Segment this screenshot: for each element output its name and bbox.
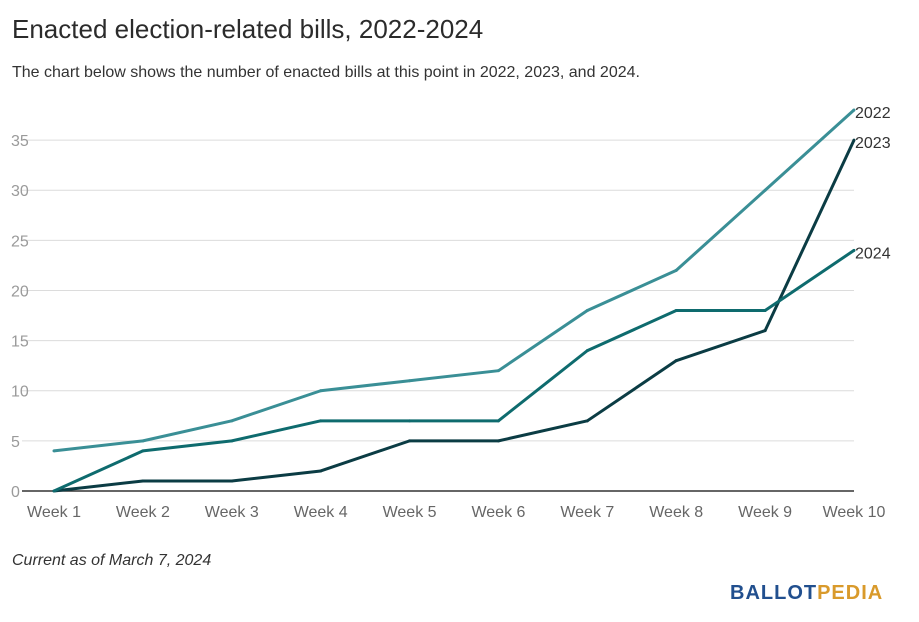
series-labels: 2022 2023 2024 xyxy=(855,105,891,262)
y-tick-label: 10 xyxy=(11,384,29,401)
data-point-2022 xyxy=(52,449,56,453)
series-label-2023: 2023 xyxy=(855,135,891,152)
data-point-2024 xyxy=(496,419,500,423)
data-point-2024 xyxy=(763,309,767,313)
x-axis-ticks: Week 1 Week 2 Week 3 Week 4 Week 5 Week 6 Week… xyxy=(27,504,886,521)
data-point-2024 xyxy=(674,309,678,313)
x-tick-label: Week 7 xyxy=(560,504,614,521)
x-tick-label: Week 9 xyxy=(738,504,792,521)
x-tick-label: Week 6 xyxy=(471,504,525,521)
series-line-2022 xyxy=(53,108,856,453)
data-point-2023 xyxy=(585,419,589,423)
data-point-2023 xyxy=(141,479,145,483)
y-tick-label: 0 xyxy=(11,484,20,501)
x-tick-label: Week 2 xyxy=(116,504,170,521)
x-tick-label: Week 8 xyxy=(649,504,703,521)
data-point-2024 xyxy=(408,419,412,423)
data-point-2024 xyxy=(230,439,234,443)
data-point-2022 xyxy=(496,369,500,373)
data-point-2023 xyxy=(230,479,234,483)
data-point-2023 xyxy=(496,439,500,443)
footnote: Current as of March 7, 2024 xyxy=(12,552,212,569)
logo-part-ballot: BALLOT xyxy=(730,582,818,604)
data-point-2023 xyxy=(408,439,412,443)
data-point-2024 xyxy=(52,489,56,493)
data-point-2022 xyxy=(585,309,589,313)
x-tick-label: Week 1 xyxy=(27,504,81,521)
y-tick-label: 35 xyxy=(11,133,29,150)
data-point-2022 xyxy=(141,439,145,443)
chart-subtitle: The chart below shows the number of enac… xyxy=(12,64,640,81)
y-tick-label: 30 xyxy=(11,183,29,200)
y-tick-label: 25 xyxy=(11,233,29,250)
x-tick-label: Week 4 xyxy=(294,504,348,521)
series-label-2024: 2024 xyxy=(855,245,891,262)
data-point-2022 xyxy=(408,379,412,383)
data-point-2023 xyxy=(674,359,678,363)
data-point-2022 xyxy=(319,389,323,393)
x-tick-label: Week 5 xyxy=(383,504,437,521)
data-point-2022 xyxy=(763,188,767,192)
y-tick-label: 5 xyxy=(11,434,20,451)
data-point-2024 xyxy=(852,248,856,252)
data-point-2023 xyxy=(852,138,856,142)
x-tick-label: Week 10 xyxy=(823,504,886,521)
data-point-2022 xyxy=(230,419,234,423)
data-point-2023 xyxy=(763,329,767,333)
series-lines xyxy=(52,108,856,493)
series-line-2023 xyxy=(53,139,856,493)
gridlines xyxy=(22,139,854,492)
data-point-2024 xyxy=(585,349,589,353)
y-tick-label: 20 xyxy=(11,283,29,300)
y-tick-label: 15 xyxy=(11,334,29,351)
data-point-2024 xyxy=(319,419,323,423)
logo-part-pedia: PEDIA xyxy=(817,582,884,604)
series-line-2024 xyxy=(53,249,855,493)
data-point-2023 xyxy=(319,469,323,473)
ballotpedia-logo[interactable]: BALLOTPEDIA xyxy=(730,582,883,605)
data-point-2022 xyxy=(852,108,856,112)
x-tick-label: Week 3 xyxy=(205,504,259,521)
chart-title: Enacted election-related bills, 2022-202… xyxy=(12,14,484,44)
series-label-2022: 2022 xyxy=(855,105,891,122)
data-point-2022 xyxy=(674,268,678,272)
y-axis-ticks: 0 5 10 15 20 25 30 35 xyxy=(11,133,29,501)
data-point-2024 xyxy=(141,449,145,453)
